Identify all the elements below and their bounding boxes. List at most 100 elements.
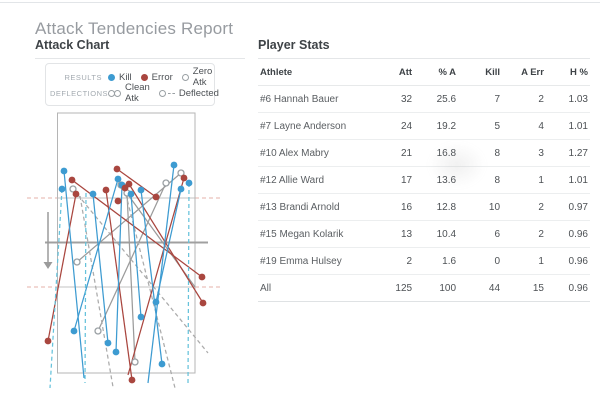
- column-header-att: Att: [370, 59, 415, 86]
- section-divider: [258, 58, 590, 59]
- cell-value: 32: [370, 85, 415, 113]
- legend-results-label: RESULTS: [64, 72, 102, 82]
- table-row: #10 Alex Mabry2116.8831.27: [258, 139, 590, 167]
- cell-value: 16: [370, 193, 415, 221]
- cell-value: 25.6: [414, 85, 459, 113]
- cell-value: 17: [370, 166, 415, 194]
- result-marker-kill: [70, 327, 78, 335]
- result-marker-kill: [58, 185, 66, 193]
- attack-chart-section: Attack Chart: [35, 38, 245, 59]
- column-header-kill: Kill: [458, 59, 503, 86]
- zero-atk-marker: [69, 185, 77, 193]
- cell-value: 1.27: [545, 139, 590, 167]
- cell-value: 24: [370, 112, 415, 140]
- cell-value: 1.01: [545, 166, 590, 194]
- chart-legend: RESULTS Kill Error Zero Atk DEFLECTIONS …: [45, 63, 219, 106]
- result-marker-error: [128, 376, 136, 384]
- attack-trajectory: [147, 164, 175, 384]
- attack-trajectory: [49, 188, 63, 389]
- legend-deflected-label: Deflected: [178, 87, 219, 99]
- cell-value: 4: [502, 112, 546, 140]
- legend-item-zero-atk: Zero Atk: [181, 66, 212, 88]
- table-body: #6 Hannah Bauer 32 25.6 7 2 1.03 #7 Layne Ande…: [258, 85, 590, 302]
- result-marker-error: [152, 193, 160, 201]
- cell-value: 1.01: [545, 112, 590, 140]
- cell-athlete: #7 Layne Anderson: [258, 112, 371, 140]
- zero-atk-marker: [162, 179, 170, 187]
- attack-trajectory: [79, 195, 114, 388]
- table-row: #12 Allie Ward1713.6811.01: [258, 166, 590, 194]
- cell-value: 13: [370, 220, 415, 248]
- result-marker-error: [113, 165, 121, 173]
- legend-kill-label: Kill: [119, 71, 132, 83]
- legend-item-clean-atk: Clean Atk: [108, 82, 150, 104]
- cell-value: 15: [502, 274, 546, 302]
- cell-value: 0.96: [545, 274, 590, 302]
- result-marker-kill: [170, 161, 178, 169]
- legend-error-label: Error: [151, 71, 173, 83]
- zero-atk-marker: [131, 358, 139, 366]
- cell-athlete: All: [258, 274, 371, 302]
- result-marker-error: [199, 299, 207, 307]
- attack-trajectory: [187, 182, 190, 386]
- cell-value: 7: [458, 85, 503, 113]
- attack-trajectory: [84, 192, 87, 384]
- cell-value: 0: [458, 247, 503, 275]
- attack-chart-heading: Attack Chart: [35, 38, 110, 52]
- cell-value: 16.8: [414, 139, 459, 167]
- cell-athlete: #10 Alex Mabry: [258, 139, 371, 167]
- legend-deflections-label: DEFLECTIONS: [50, 88, 109, 98]
- result-marker-error: [44, 337, 52, 345]
- attack-trajectory: [140, 189, 163, 365]
- table-row: #7 Layne Anderson 24 19.2 5 4 1.01: [258, 112, 590, 140]
- result-marker-kill: [60, 167, 68, 175]
- cell-value: 0.96: [545, 247, 590, 275]
- cell-value: 2: [502, 220, 546, 248]
- legend-item-kill: Kill: [108, 72, 132, 83]
- table-row: #13 Brandi Arnold 16 12.8 10 2 0.97: [258, 193, 590, 221]
- zero-atk-circle-icon: [181, 73, 189, 81]
- table-header-row: Athlete Att% A Kill A Err H %: [258, 59, 590, 86]
- clean-atk-circle2-icon: [114, 89, 121, 97]
- legend-deflections-row: DEFLECTIONS Clean Atk Deflected: [50, 82, 219, 104]
- result-marker-kill: [114, 175, 122, 183]
- kill-dot-icon: [108, 73, 115, 81]
- deflected-dash-icon: [167, 92, 175, 94]
- cell-athlete: #6 Hannah Bauer: [258, 85, 371, 113]
- player-stats-heading: Player Stats: [258, 38, 330, 52]
- cell-value: 44: [458, 274, 503, 302]
- page-title: Attack Tendencies Report: [35, 19, 234, 39]
- cell-value: 19.2: [414, 112, 459, 140]
- result-marker-kill: [152, 298, 160, 306]
- table-row: All 125 100 44 15 0.96: [258, 274, 590, 302]
- result-marker-kill: [177, 185, 185, 193]
- player-stats-section: Player Stats Athlete Att% A Kill A Err H % #…: [258, 38, 590, 302]
- attack-trajectory: [130, 193, 142, 318]
- table-row: #6 Hannah Bauer 32 25.6 7 2 1.03: [258, 85, 590, 113]
- error-dot-icon: [140, 73, 148, 81]
- watermark-smudge: [428, 142, 486, 188]
- cell-value: 3: [502, 139, 546, 167]
- cell-value: 6: [458, 220, 503, 248]
- player-stats-table: Athlete Att% A Kill A Err H % #6 Hannah Baue…: [258, 59, 590, 302]
- zero-atk-marker: [94, 327, 102, 335]
- cell-value: 1.6: [414, 247, 459, 275]
- attack-trajectory: [97, 182, 167, 332]
- cell-value: 8: [458, 166, 503, 194]
- table-row: #15 Megan Kolarik 13 10.4 6 2 0.96: [258, 220, 590, 248]
- result-marker-kill: [137, 186, 145, 194]
- cell-value: 2: [370, 247, 415, 275]
- attack-direction-arrowhead: [43, 262, 53, 269]
- legend-item-error: Error: [140, 71, 173, 83]
- cell-value: 0.96: [545, 220, 590, 248]
- result-marker-kill: [127, 190, 135, 198]
- cell-athlete: #13 Brandi Arnold: [258, 193, 371, 221]
- result-marker-kill: [89, 190, 97, 198]
- cell-value: 2: [502, 85, 546, 113]
- page-top-border: [0, 2, 600, 3]
- cell-value: 10.4: [414, 220, 459, 248]
- table-row: #19 Emma Hulsey 2 1.6 0 1 0.96: [258, 247, 590, 275]
- column-header-h-: H %: [545, 59, 590, 86]
- result-marker-error: [72, 190, 80, 198]
- attack-trajectory: [73, 178, 119, 332]
